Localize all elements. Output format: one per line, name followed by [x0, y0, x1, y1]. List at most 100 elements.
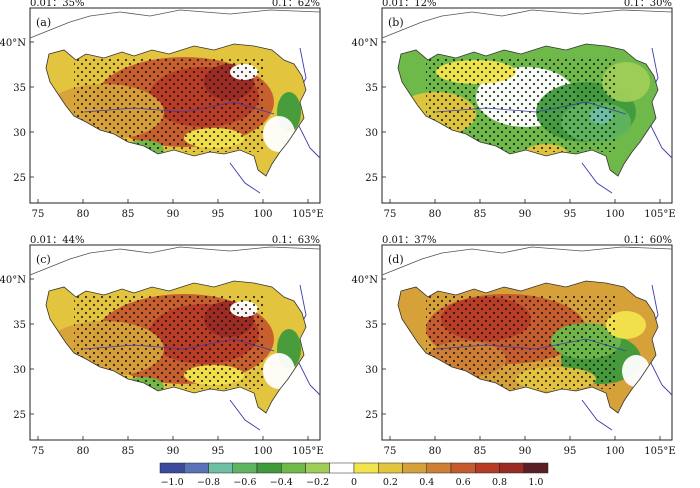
river-line [581, 162, 613, 194]
lat-tick-label: 40°N [0, 275, 26, 286]
lon-tick-label: 80 [429, 209, 442, 220]
river-line [581, 399, 613, 431]
colorbar-segment [159, 462, 185, 474]
lat-tick-label: 40°N [0, 38, 26, 49]
river-line [229, 399, 261, 431]
lat-tick-label: 35 [13, 320, 26, 331]
lat-tick-label: 25 [13, 410, 26, 421]
lat-tick-label: 25 [365, 173, 378, 184]
lon-tick-label: 85 [122, 446, 135, 457]
lat-tick-label: 25 [13, 173, 26, 184]
lon-tick-label: 85 [122, 209, 135, 220]
panel-label: (d) [388, 253, 404, 266]
panel-label: (c) [36, 253, 51, 266]
lat-tick-label: 35 [365, 83, 378, 94]
colorbar-segment [499, 462, 524, 474]
colorbar-segment [402, 462, 427, 474]
lon-tick-label: 95 [564, 446, 577, 457]
colorbar-label: 0.6 [456, 477, 471, 488]
lat-tick-label: 30 [365, 128, 378, 139]
lon-tick-label: 100 [253, 446, 272, 457]
lat-tick-label: 40°N [352, 38, 379, 49]
lat-tick-label: 25 [365, 410, 378, 421]
lon-tick-label: 105°E [292, 446, 323, 457]
river-line [83, 338, 275, 352]
lon-tick-label: 85 [474, 209, 487, 220]
river-line [435, 101, 627, 115]
lat-tick-label: 30 [365, 365, 378, 376]
stat-left: 0.01：37% [382, 235, 437, 246]
river-line [83, 101, 275, 115]
lon-tick-label: 90 [167, 446, 180, 457]
lon-tick-label: 95 [564, 209, 577, 220]
colorbar-label: −0.6 [233, 477, 256, 488]
colorbar-segment [281, 462, 306, 474]
stat-left: 0.01：12% [382, 0, 437, 9]
lon-tick-label: 100 [253, 209, 272, 220]
country-border [381, 246, 673, 276]
colorbar-segment [523, 462, 549, 474]
lon-tick-label: 105°E [644, 446, 675, 457]
lon-tick-label: 90 [167, 209, 180, 220]
map-panel: (a) 0.01：35% 0.1：62% 40°N 35 30 25 75 80 85 90 95 10… [0, 0, 324, 220]
stat-right: 0.1：60% [624, 235, 672, 246]
lat-tick-label: 35 [365, 320, 378, 331]
lon-tick-label: 85 [474, 446, 487, 457]
lon-tick-label: 75 [384, 446, 397, 457]
colorbar-segment [353, 462, 379, 474]
stat-left: 0.01：44% [30, 235, 85, 246]
colorbar-segment [256, 462, 282, 474]
lon-tick-label: 100 [605, 209, 624, 220]
stat-left: 0.01：35% [30, 0, 85, 9]
lon-tick-label: 90 [519, 209, 532, 220]
stat-right: 0.1：62% [272, 0, 320, 9]
colorbar-segment [426, 462, 452, 474]
lat-tick-label: 35 [13, 83, 26, 94]
lon-tick-label: 105°E [292, 209, 323, 220]
panel-label: (a) [36, 16, 51, 29]
lon-tick-label: 100 [605, 446, 624, 457]
lon-tick-label: 75 [32, 446, 45, 457]
lat-tick-label: 30 [13, 128, 26, 139]
map-panel: (c) 0.01：44% 0.1：63% 40°N 35 30 25 75 80 85 90 95 10… [0, 235, 324, 457]
lon-tick-label: 75 [384, 209, 397, 220]
colorbar-label: 0.2 [383, 477, 398, 488]
colorbar-label: 0.8 [492, 477, 507, 488]
stat-right: 0.1：63% [272, 235, 320, 246]
map-panel: (b) 0.01：12% 0.1：30% 40°N 35 30 25 75 80 85 90 95 10… [352, 0, 676, 220]
map-panel: (d) 0.01：37% 0.1：60% 40°N 35 30 25 75 80 85 90 95 10… [352, 235, 676, 457]
country-border [381, 9, 673, 39]
lat-tick-label: 40°N [352, 275, 379, 286]
colorbar: −1.0 −0.8 −0.6 −0.4 −0.2 0 0.2 0.4 0.6 0.8 1.0 [159, 462, 549, 488]
stat-right: 0.1：30% [624, 0, 672, 9]
colorbar-label: −0.2 [306, 477, 329, 488]
colorbar-segment [450, 462, 476, 474]
lon-tick-label: 75 [32, 209, 45, 220]
river-line [435, 338, 627, 352]
lon-tick-label: 80 [77, 209, 90, 220]
lon-tick-label: 95 [212, 446, 225, 457]
colorbar-segment [329, 462, 355, 474]
country-border [29, 246, 321, 276]
colorbar-label: 1.0 [528, 477, 543, 488]
lon-tick-label: 105°E [644, 209, 675, 220]
lon-tick-label: 80 [429, 446, 442, 457]
colorbar-label: 0 [351, 477, 357, 488]
lon-tick-label: 80 [77, 446, 90, 457]
colorbar-label: −0.4 [270, 477, 293, 488]
colorbar-segment [232, 462, 258, 474]
colorbar-label: 0.4 [419, 477, 434, 488]
country-border [29, 9, 321, 39]
lon-tick-label: 95 [212, 209, 225, 220]
lon-tick-label: 90 [519, 446, 532, 457]
colorbar-label: −0.8 [197, 477, 220, 488]
river-line [229, 162, 261, 194]
colorbar-segment [208, 462, 233, 474]
colorbar-segment [378, 462, 403, 474]
panel-label: (b) [388, 16, 404, 29]
colorbar-segment [475, 462, 500, 474]
lat-tick-label: 30 [13, 365, 26, 376]
colorbar-segment [184, 462, 209, 474]
colorbar-label: −1.0 [161, 477, 184, 488]
colorbar-segment [305, 462, 330, 474]
